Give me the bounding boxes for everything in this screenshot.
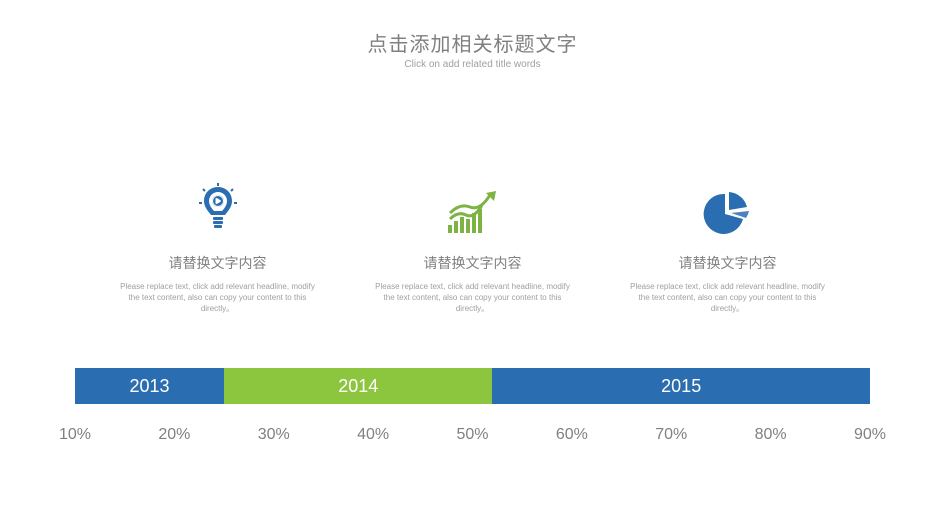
axis-tick: 50% <box>456 426 488 444</box>
axis-tick: 70% <box>655 426 687 444</box>
column-title: 请替换文字内容 <box>365 253 580 273</box>
timeline-bar: 2013 <box>75 368 224 404</box>
bulb-icon <box>110 180 325 235</box>
columns-container: 请替换文字内容 Please replace text, click add r… <box>0 180 945 315</box>
timeline: 201320142015 10%20%30%40%50%60%70%80%90% <box>75 368 870 446</box>
axis-tick: 80% <box>755 426 787 444</box>
header: 点击添加相关标题文字 Click on add related title wo… <box>0 0 945 70</box>
axis-tick: 60% <box>556 426 588 444</box>
column-desc: Please replace text, click add relevant … <box>373 281 573 315</box>
axis-tick: 10% <box>59 426 91 444</box>
column-1: 请替换文字内容 Please replace text, click add r… <box>90 180 345 315</box>
axis-tick: 40% <box>357 426 389 444</box>
pie-icon <box>620 180 835 235</box>
column-2: 请替换文字内容 Please replace text, click add r… <box>345 180 600 315</box>
title-main: 点击添加相关标题文字 <box>0 28 945 57</box>
timeline-bar: 2015 <box>492 368 870 404</box>
column-desc: Please replace text, click add relevant … <box>118 281 318 315</box>
column-title: 请替换文字内容 <box>110 253 325 273</box>
timeline-bars: 201320142015 <box>75 368 870 404</box>
axis-tick: 20% <box>158 426 190 444</box>
axis-tick: 90% <box>854 426 886 444</box>
growth-icon <box>365 180 580 235</box>
axis-tick: 30% <box>258 426 290 444</box>
column-3: 请替换文字内容 Please replace text, click add r… <box>600 180 855 315</box>
column-title: 请替换文字内容 <box>620 253 835 273</box>
timeline-axis: 10%20%30%40%50%60%70%80%90% <box>75 426 870 446</box>
timeline-bar: 2014 <box>224 368 492 404</box>
title-subtitle: Click on add related title words <box>0 59 945 70</box>
column-desc: Please replace text, click add relevant … <box>628 281 828 315</box>
